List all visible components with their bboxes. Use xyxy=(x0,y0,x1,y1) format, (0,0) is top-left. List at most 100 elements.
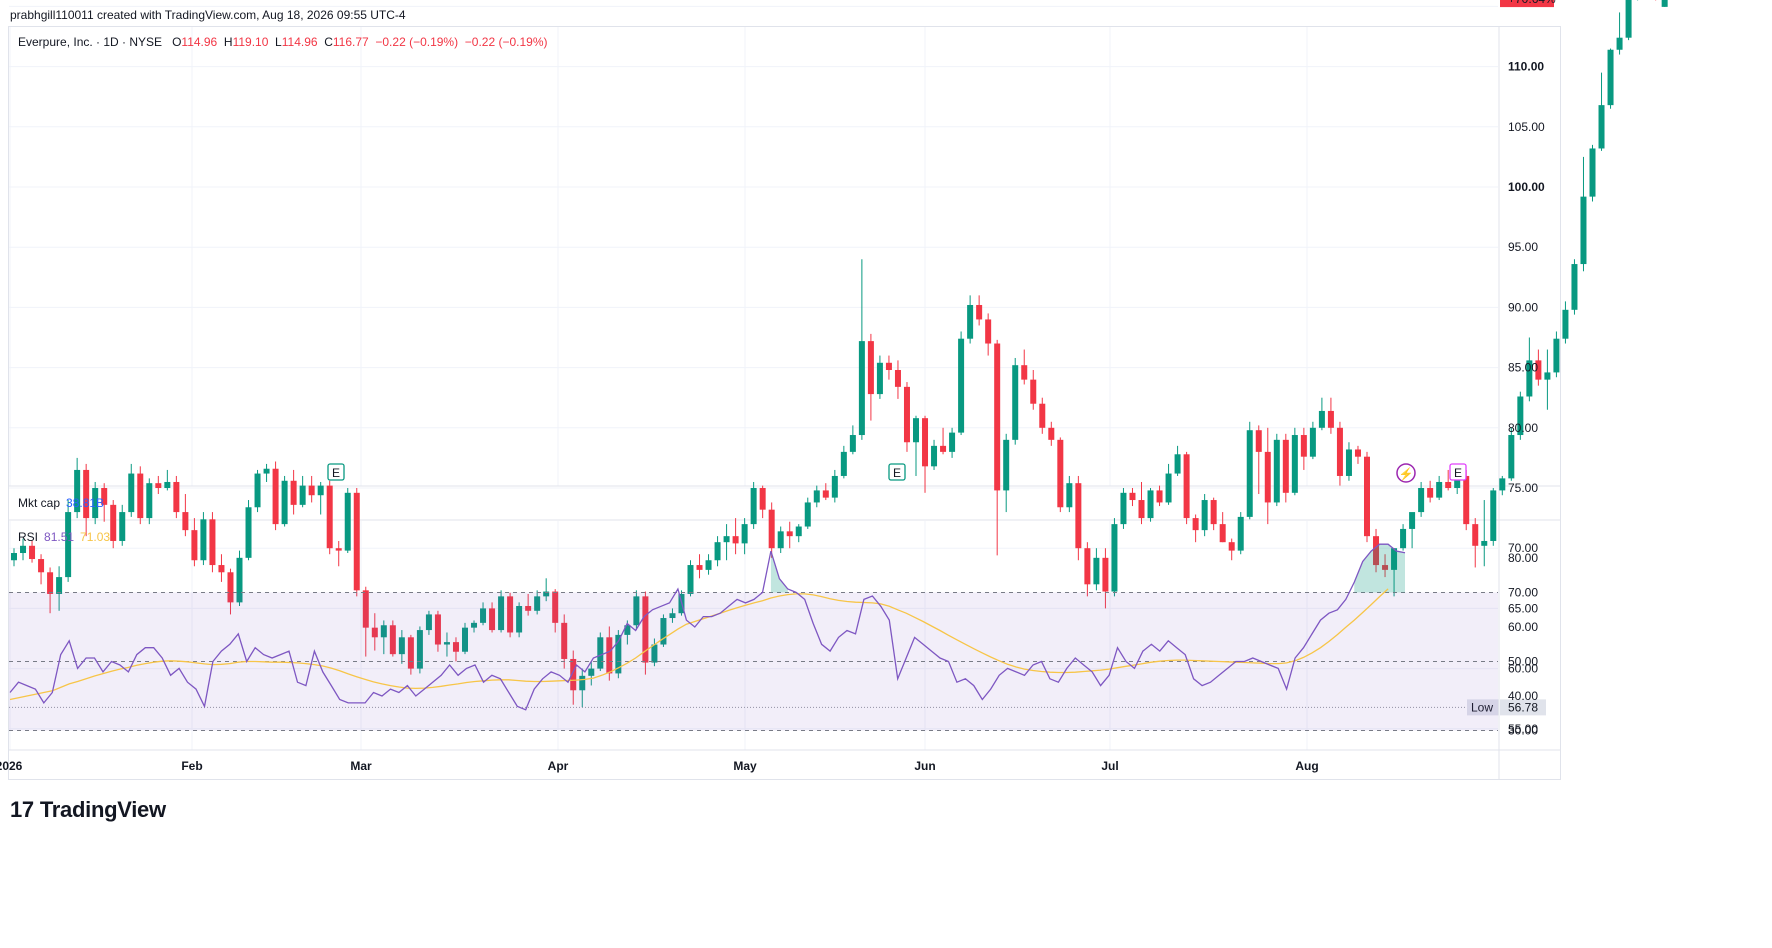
candle-body[interactable] xyxy=(1210,500,1217,525)
candle-body[interactable] xyxy=(822,490,829,498)
candle-body[interactable] xyxy=(299,485,306,505)
candle-body[interactable] xyxy=(146,483,153,519)
candle-body[interactable] xyxy=(1336,427,1343,476)
candle-body[interactable] xyxy=(1454,475,1461,488)
candle-body[interactable] xyxy=(1012,365,1019,440)
mkt-cap-legend[interactable]: Mkt cap 38.81B xyxy=(18,496,104,510)
rsi-legend[interactable]: RSI 81.51 71.03 xyxy=(18,530,110,544)
candle-body[interactable] xyxy=(1048,427,1055,440)
candle-body[interactable] xyxy=(209,519,216,566)
candle-body[interactable] xyxy=(561,622,568,659)
candle-body[interactable] xyxy=(1607,49,1614,106)
candle-body[interactable] xyxy=(1111,524,1118,592)
candle-body[interactable] xyxy=(1165,473,1172,503)
candle-body[interactable] xyxy=(633,596,640,626)
candle-body[interactable] xyxy=(1066,483,1073,508)
candle-body[interactable] xyxy=(389,625,396,655)
rsi-ma-line[interactable] xyxy=(9,588,1389,701)
candle-body[interactable] xyxy=(155,483,162,488)
candle-body[interactable] xyxy=(777,531,784,549)
candle-body[interactable] xyxy=(949,432,956,452)
candle-body[interactable] xyxy=(56,577,63,594)
candle-body[interactable] xyxy=(606,637,613,674)
candle-body[interactable] xyxy=(38,559,45,573)
candle-body[interactable] xyxy=(642,596,649,663)
candle-body[interactable] xyxy=(732,536,739,544)
candle-body[interactable] xyxy=(137,473,144,519)
candle-body[interactable] xyxy=(1030,379,1037,404)
candle-body[interactable] xyxy=(164,481,171,488)
candle-body[interactable] xyxy=(570,658,577,691)
candle-body[interactable] xyxy=(65,512,72,578)
candle-body[interactable] xyxy=(714,542,721,561)
candle-body[interactable] xyxy=(1553,338,1560,373)
candle-body[interactable] xyxy=(1255,430,1262,452)
candle-body[interactable] xyxy=(795,526,802,537)
candle-body[interactable] xyxy=(1364,456,1370,537)
candle-body[interactable] xyxy=(1084,548,1091,585)
candle-body[interactable] xyxy=(967,304,974,339)
candle-body[interactable] xyxy=(1183,454,1190,519)
candle-body[interactable] xyxy=(1472,524,1479,546)
candle-body[interactable] xyxy=(985,319,992,344)
candle-body[interactable] xyxy=(867,341,874,395)
candle-body[interactable] xyxy=(1354,449,1361,457)
candle-body[interactable] xyxy=(741,524,748,544)
candle-body[interactable] xyxy=(1138,500,1145,519)
candle-body[interactable] xyxy=(407,637,414,669)
candle-body[interactable] xyxy=(1003,439,1010,491)
candle-body[interactable] xyxy=(29,545,36,560)
candle-body[interactable] xyxy=(1580,196,1587,265)
candle-body[interactable] xyxy=(1463,475,1470,525)
candle-body[interactable] xyxy=(1309,427,1316,457)
candle-body[interactable] xyxy=(272,468,279,525)
candle-body[interactable] xyxy=(940,445,947,452)
candle-body[interactable] xyxy=(119,512,126,541)
candle-body[interactable] xyxy=(922,418,929,467)
candle-body[interactable] xyxy=(1129,492,1136,501)
candle-body[interactable] xyxy=(696,565,703,570)
candle-body[interactable] xyxy=(1427,488,1434,498)
candle-body[interactable] xyxy=(254,473,261,508)
candle-body[interactable] xyxy=(840,451,847,476)
candle-body[interactable] xyxy=(326,485,333,549)
candle-body[interactable] xyxy=(344,492,351,551)
candle-body[interactable] xyxy=(903,386,910,443)
candle-body[interactable] xyxy=(263,468,270,474)
candle-body[interactable] xyxy=(876,362,883,395)
candle-body[interactable] xyxy=(353,492,360,591)
candle-body[interactable] xyxy=(1409,512,1416,529)
candle-body[interactable] xyxy=(452,642,459,652)
candle-body[interactable] xyxy=(958,338,965,433)
candle-body[interactable] xyxy=(380,625,387,638)
candle-body[interactable] xyxy=(290,480,297,505)
candle-body[interactable] xyxy=(913,418,919,443)
candle-body[interactable] xyxy=(434,614,441,645)
candle-body[interactable] xyxy=(831,475,838,498)
candle-body[interactable] xyxy=(579,675,586,691)
candle-body[interactable] xyxy=(588,668,595,676)
candle-body[interactable] xyxy=(507,596,514,633)
candle-body[interactable] xyxy=(894,370,901,387)
candle-body[interactable] xyxy=(885,362,892,371)
candle-body[interactable] xyxy=(425,614,432,631)
candle-body[interactable] xyxy=(624,625,631,635)
candle-body[interactable] xyxy=(1318,410,1325,428)
candle-body[interactable] xyxy=(615,634,622,674)
candle-body[interactable] xyxy=(20,545,27,554)
candle-body[interactable] xyxy=(1156,490,1163,503)
candle-body[interactable] xyxy=(813,490,820,503)
candle-body[interactable] xyxy=(1102,557,1109,592)
candle-body[interactable] xyxy=(759,488,766,510)
candle-body[interactable] xyxy=(1237,516,1244,551)
candle-body[interactable] xyxy=(1544,372,1551,380)
candle-body[interactable] xyxy=(443,642,450,645)
candle-body[interactable] xyxy=(597,637,604,669)
candle-body[interactable] xyxy=(245,507,252,558)
candle-body[interactable] xyxy=(1418,488,1425,513)
candle-body[interactable] xyxy=(525,605,532,611)
candle-body[interactable] xyxy=(1490,490,1497,541)
candle-body[interactable] xyxy=(1571,264,1578,310)
candle-body[interactable] xyxy=(1436,481,1443,498)
